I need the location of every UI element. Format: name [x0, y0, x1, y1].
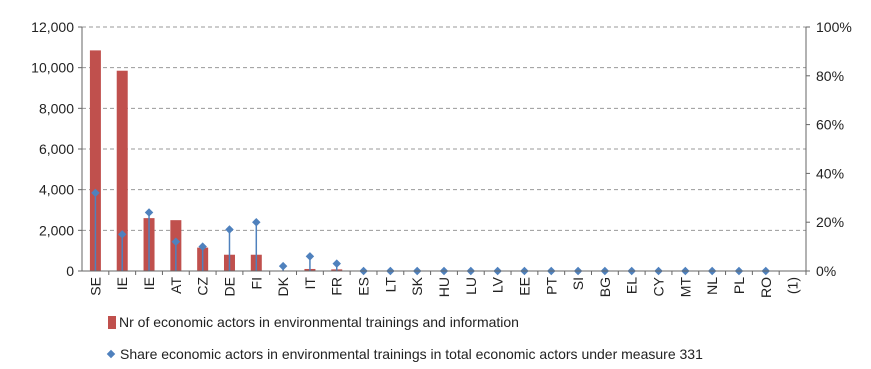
- right-tick-label: 60%: [816, 117, 844, 133]
- category-label: LV: [490, 276, 506, 293]
- category-label: AT: [168, 277, 184, 294]
- legend-bar-entry: Nr of economic actors in environmental t…: [108, 314, 519, 330]
- data-point: [144, 208, 154, 217]
- category-label: SE: [87, 277, 103, 296]
- category-label: EE: [516, 277, 532, 296]
- axes: [81, 27, 807, 275]
- point-stems: [94, 192, 338, 271]
- left-tick-label: 12,000: [31, 19, 74, 35]
- legend-point-entry: Share economic actors in environmental t…: [106, 346, 703, 362]
- category-label: RO: [758, 277, 774, 298]
- bar: [89, 50, 101, 272]
- data-point: [171, 237, 181, 246]
- data-point: [198, 242, 207, 251]
- left-tick-label: 8,000: [39, 100, 74, 116]
- legend-bar-label: Nr of economic actors in environmental t…: [119, 314, 519, 330]
- category-label: CY: [651, 276, 667, 296]
- category-label: PL: [731, 277, 747, 294]
- right-axis-ticks: 0% 20% 40% 60% 80% 100%: [806, 19, 852, 279]
- category-label: LT: [382, 277, 398, 293]
- right-tick-label: 20%: [816, 214, 844, 230]
- category-label: DK: [275, 276, 291, 296]
- category-label: NL: [704, 277, 720, 295]
- category-label: FR: [329, 277, 345, 296]
- category-label: IE: [114, 277, 130, 290]
- point-series: [91, 188, 771, 276]
- right-tick-label: 0%: [816, 263, 836, 279]
- right-tick-label: 40%: [816, 165, 844, 181]
- gridlines: [82, 26, 806, 231]
- right-tick-label: 80%: [816, 68, 844, 84]
- legend-point-swatch: [106, 349, 116, 359]
- left-tick-label: 4,000: [39, 182, 74, 198]
- legend-bar-swatch: [108, 316, 116, 329]
- data-point: [225, 225, 234, 234]
- category-label: MT: [677, 277, 693, 298]
- category-label: FI: [248, 277, 264, 289]
- category-label: PT: [543, 277, 559, 295]
- category-label: SI: [570, 277, 586, 290]
- category-label: HU: [436, 277, 452, 297]
- category-label: IT: [302, 277, 318, 290]
- category-label: ES: [356, 277, 372, 296]
- category-label: EL: [624, 277, 640, 294]
- left-tick-label: 0: [66, 263, 74, 279]
- category-label: DE: [221, 277, 237, 296]
- category-label: SK: [409, 276, 425, 295]
- data-point: [278, 261, 288, 271]
- data-point: [117, 230, 127, 239]
- data-point: [332, 259, 341, 268]
- category-label: CZ: [195, 277, 211, 296]
- data-point: [252, 217, 261, 227]
- category-label: LU: [463, 277, 479, 295]
- bar-series: [89, 50, 343, 272]
- left-tick-label: 6,000: [39, 141, 74, 157]
- left-tick-label: 2,000: [39, 222, 74, 238]
- category-label: BG: [597, 277, 613, 297]
- category-label: IE: [141, 277, 157, 290]
- category-label: (1): [785, 277, 801, 294]
- data-point: [305, 252, 315, 261]
- left-axis-ticks: 0 2,000 4,000 6,000 8,000 10,000 12,000: [31, 19, 82, 279]
- bar: [116, 70, 128, 271]
- data-point: [91, 188, 100, 198]
- legend-point-label: Share economic actors in environmental t…: [120, 346, 703, 362]
- right-tick-label: 100%: [816, 19, 852, 35]
- category-labels: SE IE IE AT CZ DE FI DK IT FR ES LT SK HU LU LV EE PT SI BG…: [87, 276, 800, 298]
- left-tick-label: 10,000: [31, 60, 74, 76]
